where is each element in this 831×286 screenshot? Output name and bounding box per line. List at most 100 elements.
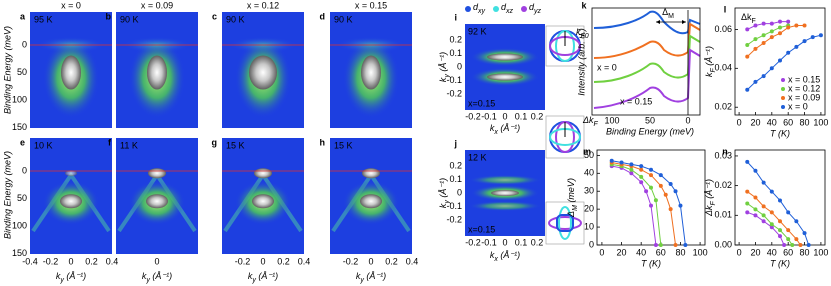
label-part: M xyxy=(572,205,579,211)
label-part: k xyxy=(490,123,495,133)
x-tick-label: 0.4 xyxy=(298,256,311,266)
data-point xyxy=(778,31,782,36)
data-point xyxy=(802,231,807,236)
x-tick-label: 0 xyxy=(154,256,159,266)
label-part: M xyxy=(668,13,674,20)
series-line xyxy=(746,34,822,91)
x-tick-label: 0.2 xyxy=(531,111,544,121)
y-tick-label: 150 xyxy=(12,122,27,132)
x-tick-label: 0 xyxy=(599,247,604,257)
data-point xyxy=(753,46,758,51)
data-point xyxy=(794,219,799,224)
panel-letter: d xyxy=(320,11,326,21)
legend-marker xyxy=(781,96,785,100)
y-tick-label: 0.06 xyxy=(714,24,732,34)
y-axis-label: Intensity (arb. u.) xyxy=(576,28,586,96)
arpes-image xyxy=(116,12,198,128)
label-part: k xyxy=(576,27,581,37)
data-point xyxy=(802,39,807,44)
x-tick-label: -0.2 xyxy=(343,256,359,266)
fs-band xyxy=(487,53,523,61)
data-point xyxy=(653,198,658,203)
y-tick-label: -0.2 xyxy=(446,88,462,98)
temperature: 10 K xyxy=(34,140,53,150)
panel-letter: m xyxy=(583,146,591,156)
label-part: y xyxy=(59,277,64,284)
x-axis-label: T (K) xyxy=(641,258,661,268)
x-axis-label: ky (Å⁻¹) xyxy=(356,271,386,283)
label-part: (Å⁻¹) xyxy=(498,250,520,260)
label-part: (Å⁻¹) xyxy=(364,271,386,281)
y-tick-label: -0.2 xyxy=(446,214,462,224)
band xyxy=(249,55,277,90)
temperature: 90 K xyxy=(334,14,353,24)
band xyxy=(254,168,272,179)
data-point xyxy=(778,25,782,30)
y-tick-label: 0 xyxy=(457,187,462,197)
x-tick-label: -0.2 xyxy=(465,111,481,121)
data-point xyxy=(745,159,750,164)
fs-band xyxy=(487,73,523,81)
data-point xyxy=(753,23,758,28)
y-tick-label: 0.01 xyxy=(714,210,732,220)
temperature: 12 K xyxy=(468,152,487,162)
arpes-image xyxy=(30,12,112,128)
label-part: k xyxy=(704,72,714,77)
x-tick-label: 0.2 xyxy=(277,256,290,266)
x-axis-label: ky (Å⁻¹) xyxy=(248,271,278,283)
legend-dot xyxy=(465,6,471,12)
data-point xyxy=(769,29,774,34)
band xyxy=(148,168,166,179)
label-part: k xyxy=(438,203,448,208)
panel-letter: a xyxy=(20,11,26,21)
data-point xyxy=(753,168,758,173)
x-tick-label: 100 xyxy=(813,247,828,257)
legend-label: x = 0.12 xyxy=(788,83,820,93)
data-point xyxy=(653,243,658,247)
y-tick-label: 40 xyxy=(584,168,594,178)
x-tick-label: 0.1 xyxy=(515,237,528,247)
band xyxy=(147,55,167,90)
x-tick-label: 60 xyxy=(783,117,793,127)
y-tick-label: 10 xyxy=(584,221,594,231)
y-tick-label: 0 xyxy=(22,39,27,49)
series-line xyxy=(611,162,677,246)
fs-band xyxy=(491,190,519,196)
panel-letter: k xyxy=(581,0,587,10)
y-tick-label: 20 xyxy=(584,204,594,214)
data-point xyxy=(786,210,791,215)
panel-letter: b xyxy=(106,11,112,21)
label-part: (Å⁻¹) xyxy=(704,46,714,68)
data-point xyxy=(790,243,795,247)
fs-band xyxy=(469,201,541,211)
x-tick-label: 20 xyxy=(750,117,760,127)
data-point xyxy=(753,79,758,84)
plot-frame xyxy=(734,149,826,246)
y-tick-label: 50 xyxy=(17,193,27,203)
data-point xyxy=(753,207,758,212)
data-point xyxy=(778,198,782,203)
x-tick-label: 100 xyxy=(604,115,619,125)
data-point xyxy=(683,243,688,247)
x-axis-label: ky (Å⁻¹) xyxy=(56,271,86,283)
x-tick-label: 40 xyxy=(767,247,777,257)
y-tick-label: 0.00 xyxy=(714,239,732,249)
edc-curves xyxy=(593,10,701,115)
data-point xyxy=(769,35,774,40)
band xyxy=(61,55,81,90)
label-part: k xyxy=(248,271,253,281)
data-point xyxy=(786,19,791,24)
label-part: xz xyxy=(505,8,514,15)
y-tick-label: 0 xyxy=(22,165,27,175)
y-tick-label: -0.1 xyxy=(446,201,462,211)
data-point xyxy=(761,21,766,26)
data-point xyxy=(769,222,774,227)
data-point xyxy=(798,243,803,247)
data-point xyxy=(761,219,766,224)
legend-marker xyxy=(781,105,785,109)
arpes-image xyxy=(116,138,198,254)
y-tick-label: 100 xyxy=(12,220,27,230)
data-point xyxy=(745,201,750,206)
label-part: F xyxy=(594,121,599,128)
